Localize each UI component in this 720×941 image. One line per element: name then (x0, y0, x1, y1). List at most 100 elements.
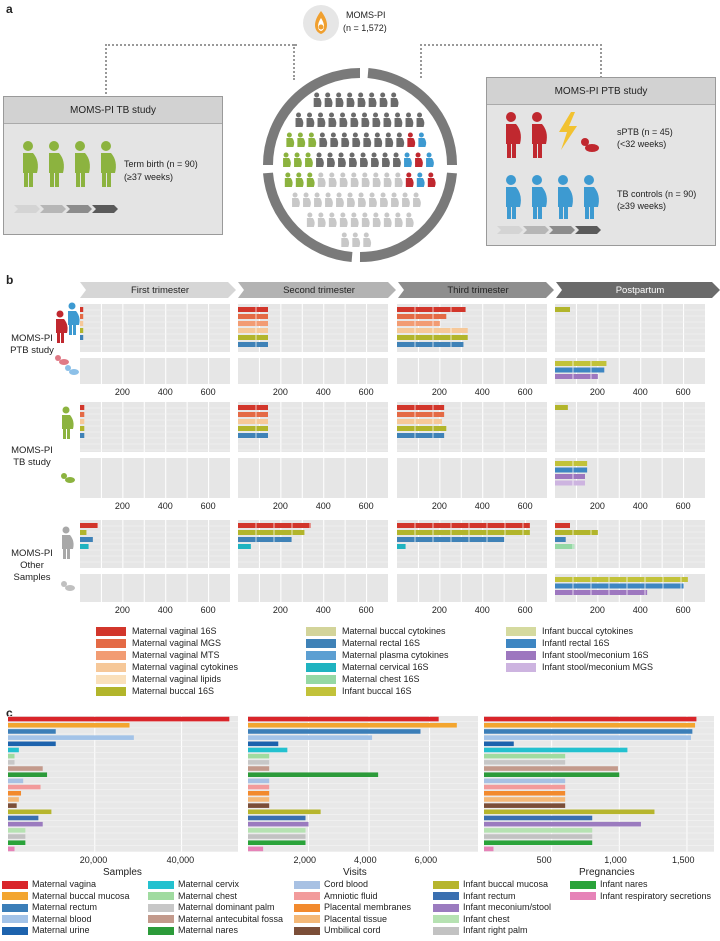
connector-right-v (420, 44, 422, 78)
tick-label: 400 (315, 501, 331, 511)
sample-bar (555, 461, 588, 466)
summary-bar (8, 790, 22, 796)
sample-bar (80, 328, 84, 333)
person-icon (306, 172, 315, 187)
summary-bar (484, 766, 618, 771)
legend-item: Infant stool/meconium 16S (506, 650, 649, 661)
person-icon (383, 112, 392, 127)
sample-bar (80, 537, 93, 542)
tick-label: 200 (589, 387, 605, 397)
legend-swatch (2, 915, 28, 923)
sample-bar (238, 328, 268, 333)
woman-icon (532, 112, 547, 158)
legend-item: Infant meconium/stool (433, 902, 551, 913)
person-icon (328, 212, 337, 227)
tick-label: 200 (114, 605, 130, 615)
legend-label: Maternal nares (178, 925, 239, 935)
legend-label: Maternal buccal mucosa (32, 890, 130, 901)
legend-label: Maternal vaginal MGS (132, 638, 222, 648)
legend-item: Infant buccal cytokines (506, 626, 633, 637)
person-icon (350, 112, 359, 127)
person-icon (361, 172, 370, 187)
sample-panel (397, 304, 547, 384)
ptb-study-box: MOMS-PI PTB study sPTB (n = 45) (<32 wee… (486, 77, 716, 246)
summary-bar (248, 797, 270, 802)
sample-bars (397, 304, 547, 384)
tick-label: 600 (675, 501, 691, 511)
sample-bar (397, 335, 468, 340)
tick-label: 600 (517, 501, 533, 511)
row-label-line: Other (20, 560, 44, 571)
legend-swatch (96, 663, 126, 672)
legend-swatch (148, 915, 174, 923)
person-icon (363, 232, 372, 247)
sample-bar (80, 433, 85, 438)
summary-bar (8, 797, 19, 802)
plot-background (80, 358, 230, 384)
summary-bar (8, 815, 39, 821)
legend-label: Maternal vaginal cytokines (132, 662, 239, 672)
sptb-weeks: (<32 weeks) (617, 139, 667, 149)
sample-bars (238, 304, 388, 384)
chevron-second (238, 282, 396, 298)
sample-bar (238, 419, 268, 424)
sample-panel (555, 520, 705, 602)
tick-label: 200 (272, 387, 288, 397)
summary-bar (248, 809, 321, 815)
tb-controls-n: TB controls (n = 90) (617, 189, 697, 199)
person-icon (413, 192, 421, 207)
sample-bar (80, 530, 87, 535)
summary-bar (8, 760, 15, 765)
legend-label: Maternal chest (178, 890, 238, 901)
cohort-circle (260, 65, 460, 265)
person-icon (396, 132, 405, 147)
person-icon (385, 132, 394, 147)
header-third-trimester: Third trimester (447, 284, 509, 296)
row-label-line: MOMS-PI (11, 445, 53, 456)
tick-label: 200 (431, 605, 447, 615)
sample-bar (80, 307, 84, 312)
summary-panel (248, 716, 478, 852)
legend-swatch (433, 892, 459, 900)
summary-bar (248, 840, 306, 846)
legend-swatch (148, 926, 174, 935)
tick-label: 400 (474, 387, 490, 397)
person-icon (380, 192, 388, 207)
legend-swatch (306, 675, 336, 684)
person-icon (372, 212, 381, 227)
legend-item: Maternal chest 16S (306, 674, 420, 685)
person-icon (394, 212, 403, 227)
tick-label: 200 (589, 605, 605, 615)
tick-label: 600 (517, 605, 533, 615)
infant-icon (581, 138, 599, 152)
tb-figures (14, 141, 118, 213)
sample-bar (238, 405, 268, 410)
sample-bars (80, 520, 230, 602)
tick-label: 4,000 (354, 855, 377, 865)
legend-swatch (294, 880, 320, 889)
sample-bar (238, 321, 268, 326)
circle-arc-1 (263, 68, 361, 166)
legend-item: Maternal vaginal 16S (96, 626, 217, 637)
person-icon (374, 132, 383, 147)
legend-swatch (96, 651, 126, 660)
row-label-ptb: MOMS-PI PTB study (2, 333, 62, 357)
person-icon (407, 132, 416, 147)
chevron-postpartum (556, 282, 720, 298)
sample-panel (238, 304, 388, 384)
tick-label: 200 (272, 605, 288, 615)
summary-bar (484, 803, 566, 808)
circle-arc-2 (367, 68, 458, 166)
summary-bar (484, 784, 566, 790)
legend-label: Infant stool/meconium 16S (542, 650, 649, 660)
person-icon (313, 92, 322, 107)
summary-bar (8, 729, 56, 734)
tick-label: 600 (675, 605, 691, 615)
person-icon (325, 192, 333, 207)
plot-background (80, 402, 230, 452)
sample-bar (397, 412, 445, 417)
center-n: (n = 1,572) (343, 23, 387, 33)
summary-bar (8, 840, 26, 846)
summary-bar (8, 778, 24, 784)
sample-bar (555, 530, 598, 535)
